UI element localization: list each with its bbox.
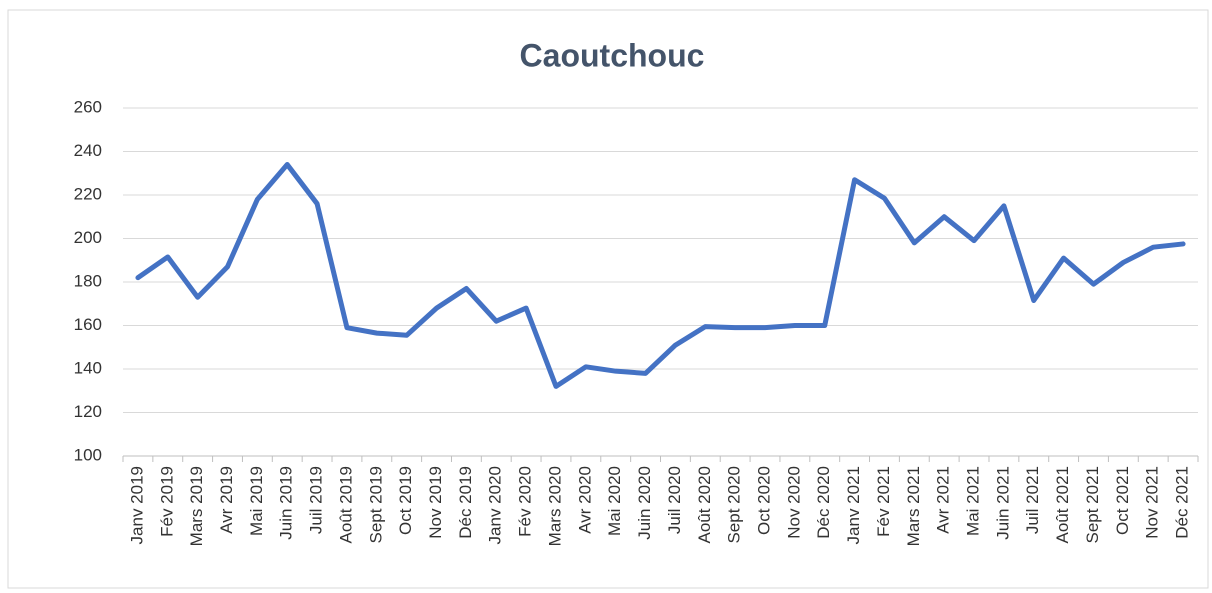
x-tick-label: Août 2019 xyxy=(336,466,355,544)
x-tick-label: Janv 2020 xyxy=(486,466,505,544)
x-tick-label: Avr 2021 xyxy=(934,466,953,534)
x-tick-label: Mai 2020 xyxy=(605,466,624,536)
x-tick-label: Fév 2021 xyxy=(874,466,893,537)
x-tick-label: Nov 2020 xyxy=(784,466,803,539)
x-tick-label: Août 2020 xyxy=(695,466,714,544)
data-line xyxy=(135,162,1186,389)
x-tick-label: Juil 2019 xyxy=(307,466,326,534)
y-tick-label: 200 xyxy=(74,228,102,247)
chart-frame xyxy=(7,9,1209,589)
x-tick-label: Nov 2021 xyxy=(1143,466,1162,539)
x-tick-label: Avr 2019 xyxy=(217,466,236,534)
x-tick-label: Fév 2020 xyxy=(516,466,535,537)
x-tick-label: Janv 2019 xyxy=(127,466,146,544)
x-tick-label: Mai 2019 xyxy=(247,466,266,536)
x-tick-label: Sept 2019 xyxy=(366,466,385,544)
y-tick-label: 260 xyxy=(74,97,102,116)
x-tick-label: Oct 2020 xyxy=(754,466,773,535)
x-tick-label: Déc 2020 xyxy=(814,466,833,539)
x-tick-label: Juin 2021 xyxy=(993,466,1012,540)
x-tick-label: Mai 2021 xyxy=(964,466,983,536)
x-tick-label: Oct 2021 xyxy=(1113,466,1132,535)
y-tick-label: 180 xyxy=(74,271,102,290)
y-tick-label: 220 xyxy=(74,184,102,203)
x-tick-label: Juin 2019 xyxy=(277,466,296,540)
x-tick-label: Nov 2019 xyxy=(426,466,445,539)
x-tick-label: Déc 2021 xyxy=(1173,466,1192,539)
x-tick-label: Mars 2021 xyxy=(904,466,923,546)
x-tick-label: Mars 2019 xyxy=(187,466,206,546)
x-tick-label: Fév 2019 xyxy=(157,466,176,537)
y-tick-label: 160 xyxy=(74,315,102,334)
x-tick-label: Juin 2020 xyxy=(635,466,654,540)
x-tick-label: Sept 2020 xyxy=(725,466,744,544)
y-tick-label: 140 xyxy=(74,358,102,377)
x-tick-label: Avr 2020 xyxy=(575,466,594,534)
y-tick-label: 240 xyxy=(74,141,102,160)
x-tick-label: Juil 2020 xyxy=(665,466,684,534)
x-tick-label: Sept 2021 xyxy=(1083,466,1102,544)
chart-title: Caoutchouc xyxy=(520,37,705,73)
x-tick-label: Juil 2021 xyxy=(1023,466,1042,534)
y-tick-label: 100 xyxy=(74,445,102,464)
x-tick-label: Oct 2019 xyxy=(396,466,415,535)
x-tick-label: Déc 2019 xyxy=(456,466,475,539)
x-tick-label: Janv 2021 xyxy=(844,466,863,544)
y-tick-label: 120 xyxy=(74,402,102,421)
x-tick-label: Mars 2020 xyxy=(545,466,564,546)
x-tick-label: Août 2021 xyxy=(1053,466,1072,544)
